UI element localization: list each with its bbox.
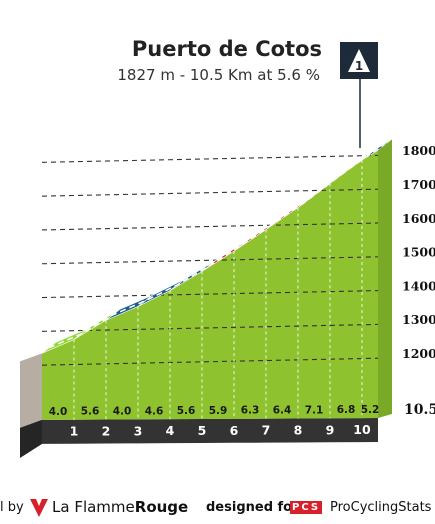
- profile-left-face: [20, 353, 42, 428]
- y-tick-label: 1700m: [402, 177, 435, 192]
- strip-center-line: [48, 144, 386, 349]
- footer: l by La FlammeRouge designed for PCS Pro…: [0, 496, 435, 524]
- climb-title: Puerto de Cotos: [132, 37, 322, 61]
- climb-subtitle: 1827 m - 10.5 Km at 5.6 %: [117, 66, 320, 84]
- segment-gradient-label: 4.0: [113, 405, 132, 417]
- elevation-gridline: [41, 154, 389, 163]
- segment-gradient-label: 4.0: [49, 406, 68, 418]
- segment-gradient-label: 4.6: [145, 405, 164, 417]
- base-left-face: [20, 419, 42, 458]
- segment-gradient-label: 6.8: [337, 404, 356, 416]
- km-label: 4: [166, 423, 175, 438]
- segment-gradient-label: 7.1: [305, 404, 324, 416]
- y-tick-label: 1600m: [402, 211, 435, 226]
- profile-face: [42, 146, 388, 420]
- flamme-rouge-logo: [30, 497, 48, 523]
- end-km-label: 10.5: [404, 402, 435, 418]
- y-tick-label: 1500m: [402, 245, 435, 260]
- segment-gradient-label: 5.2: [361, 404, 380, 416]
- km-label: 8: [294, 422, 303, 437]
- km-label: 1: [70, 424, 79, 439]
- brand-part-b: Rouge: [134, 498, 189, 516]
- category-badge: 1: [340, 42, 378, 148]
- brand-part-a: La Flamme: [52, 498, 135, 516]
- y-tick-label: 1800m: [402, 143, 435, 158]
- km-label: 9: [326, 422, 335, 437]
- km-label: 3: [134, 423, 143, 438]
- km-label: 6: [230, 423, 239, 438]
- segment-gradient-label: 5.6: [177, 405, 196, 417]
- base-band: [20, 418, 378, 458]
- segment-gradient-label: 6.4: [273, 405, 292, 417]
- elevation-gridline: [41, 222, 389, 231]
- pcs-name: ProCyclingStats: [330, 500, 432, 515]
- flamme-rouge-icon: [30, 499, 48, 517]
- y-tick-label: 1200m: [402, 346, 435, 361]
- segment-gradient-label: 5.9: [209, 405, 228, 417]
- profile-layer: 1200m 1300m 1400m 1500m 1600m 1700m 1800m 10.5 4…: [20, 139, 435, 458]
- elevation-gridline: [41, 323, 389, 332]
- km-label: 7: [262, 423, 271, 438]
- footer-left-fragment: l by: [0, 500, 24, 515]
- pcs-badge: PCS: [290, 501, 323, 514]
- y-tick-label: 1400m: [402, 278, 435, 293]
- y-tick-label: 1300m: [402, 312, 435, 327]
- segment-gradient-label: 5.6: [81, 406, 100, 418]
- km-label: 10: [353, 422, 371, 437]
- mountain-icon: [348, 49, 370, 72]
- brand-name: La FlammeRouge: [52, 498, 188, 516]
- designed-for-text: designed for: [206, 500, 299, 515]
- profile-right-face: [378, 139, 392, 419]
- km-label: 2: [102, 424, 111, 439]
- km-label: 5: [198, 423, 207, 438]
- category-label: 1: [355, 59, 363, 73]
- segment-gradient-label: 6.3: [241, 405, 260, 417]
